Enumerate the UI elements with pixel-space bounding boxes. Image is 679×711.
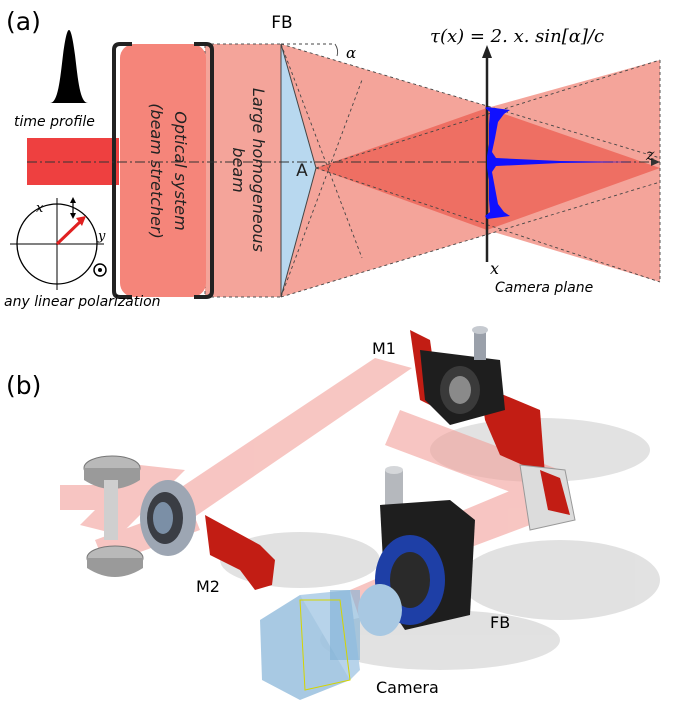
polarization-vector	[55, 218, 84, 246]
polarization-label: any linear polarization	[4, 294, 161, 310]
axicon-apex-label: A	[296, 161, 308, 181]
panel-b: (b)	[6, 326, 660, 700]
time-profile-label: time profile	[14, 114, 95, 130]
fb-label-b: FB	[490, 613, 510, 632]
alpha-label: α	[346, 44, 356, 62]
panel-a: (a) time profile Optical system (beam st…	[4, 7, 661, 310]
z-axis-label: z	[645, 145, 655, 164]
m2-mount	[205, 515, 275, 590]
optical-system-line2: (beam stretcher)	[147, 103, 166, 239]
formula: τ(x) = 2. x. sin[α]/c	[430, 26, 604, 47]
polarization-x-label: x	[36, 201, 44, 216]
axicon	[280, 43, 317, 298]
camera-x-label: x	[490, 259, 499, 278]
camera-plane-label: Camera plane	[495, 280, 593, 296]
camera	[260, 584, 402, 700]
panel-b-label: (b)	[6, 371, 41, 400]
right-bracket	[519, 464, 576, 531]
lens-mount-left	[140, 480, 196, 556]
temporal-trace	[485, 107, 640, 219]
camera-label: Camera	[376, 678, 439, 697]
panel-a-label: (a)	[6, 7, 41, 36]
left-mirrors	[83, 455, 144, 577]
large-beam-line2: beam	[229, 147, 248, 192]
m1-assembly	[410, 326, 545, 475]
m2-label: M2	[196, 577, 220, 596]
polarization-y-label: y	[97, 229, 106, 244]
beam-m1-to-lens	[150, 358, 412, 520]
large-beam-line1: Large homogeneous	[249, 88, 268, 252]
out-of-plane-icon	[93, 263, 107, 277]
large-beam-region	[205, 44, 281, 297]
m1-label: M1	[372, 339, 396, 358]
fb-label-a: FB	[271, 13, 292, 33]
optical-system-box	[120, 44, 206, 297]
pulse-shape	[50, 30, 88, 103]
optical-system-line1: Optical system	[171, 111, 190, 230]
